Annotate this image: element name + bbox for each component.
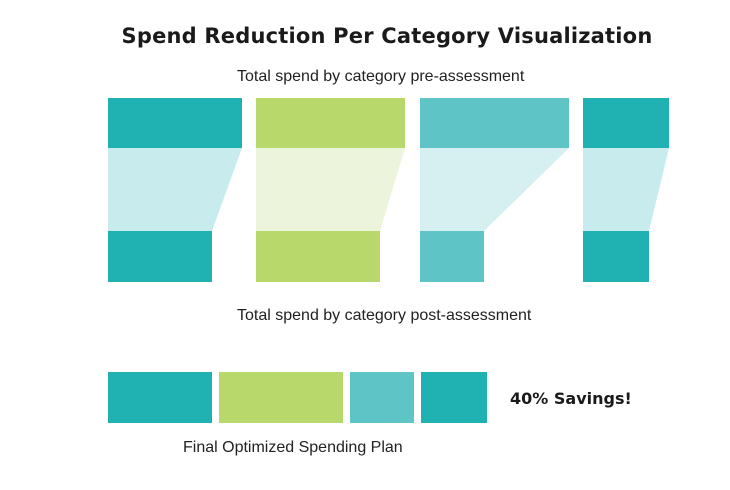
category-2-band bbox=[256, 148, 405, 231]
category-1-post-bar bbox=[108, 231, 212, 282]
category-2-post-bar bbox=[256, 231, 380, 282]
post-assessment-label: Total spend by category post-assessment bbox=[237, 307, 532, 324]
category-1-pre-bar bbox=[108, 98, 242, 148]
final-plan-bar-1 bbox=[108, 372, 212, 423]
category-1-band bbox=[108, 148, 242, 231]
category-3-band bbox=[420, 148, 569, 231]
savings-callout: 40% Savings! bbox=[510, 389, 632, 408]
category-4-pre-bar bbox=[583, 98, 669, 148]
page-title: Spend Reduction Per Category Visualizati… bbox=[121, 24, 653, 48]
category-4-band bbox=[583, 148, 669, 231]
final-plan-bar-3 bbox=[350, 372, 414, 423]
category-3-post-bar bbox=[420, 231, 484, 282]
final-plan-bar-2 bbox=[219, 372, 343, 423]
pre-assessment-label: Total spend by category pre-assessment bbox=[237, 68, 525, 85]
category-4-post-bar bbox=[583, 231, 649, 282]
category-2-pre-bar bbox=[256, 98, 405, 148]
category-3-pre-bar bbox=[420, 98, 569, 148]
final-plan-bar-4 bbox=[421, 372, 487, 423]
final-plan-label: Final Optimized Spending Plan bbox=[183, 439, 403, 456]
